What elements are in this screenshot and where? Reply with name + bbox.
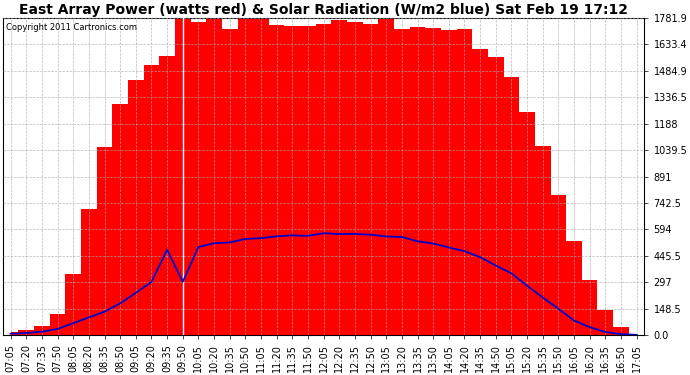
- Title: East Array Power (watts red) & Solar Radiation (W/m2 blue) Sat Feb 19 17:12: East Array Power (watts red) & Solar Rad…: [19, 3, 628, 17]
- Text: Copyright 2011 Cartronics.com: Copyright 2011 Cartronics.com: [6, 23, 137, 32]
